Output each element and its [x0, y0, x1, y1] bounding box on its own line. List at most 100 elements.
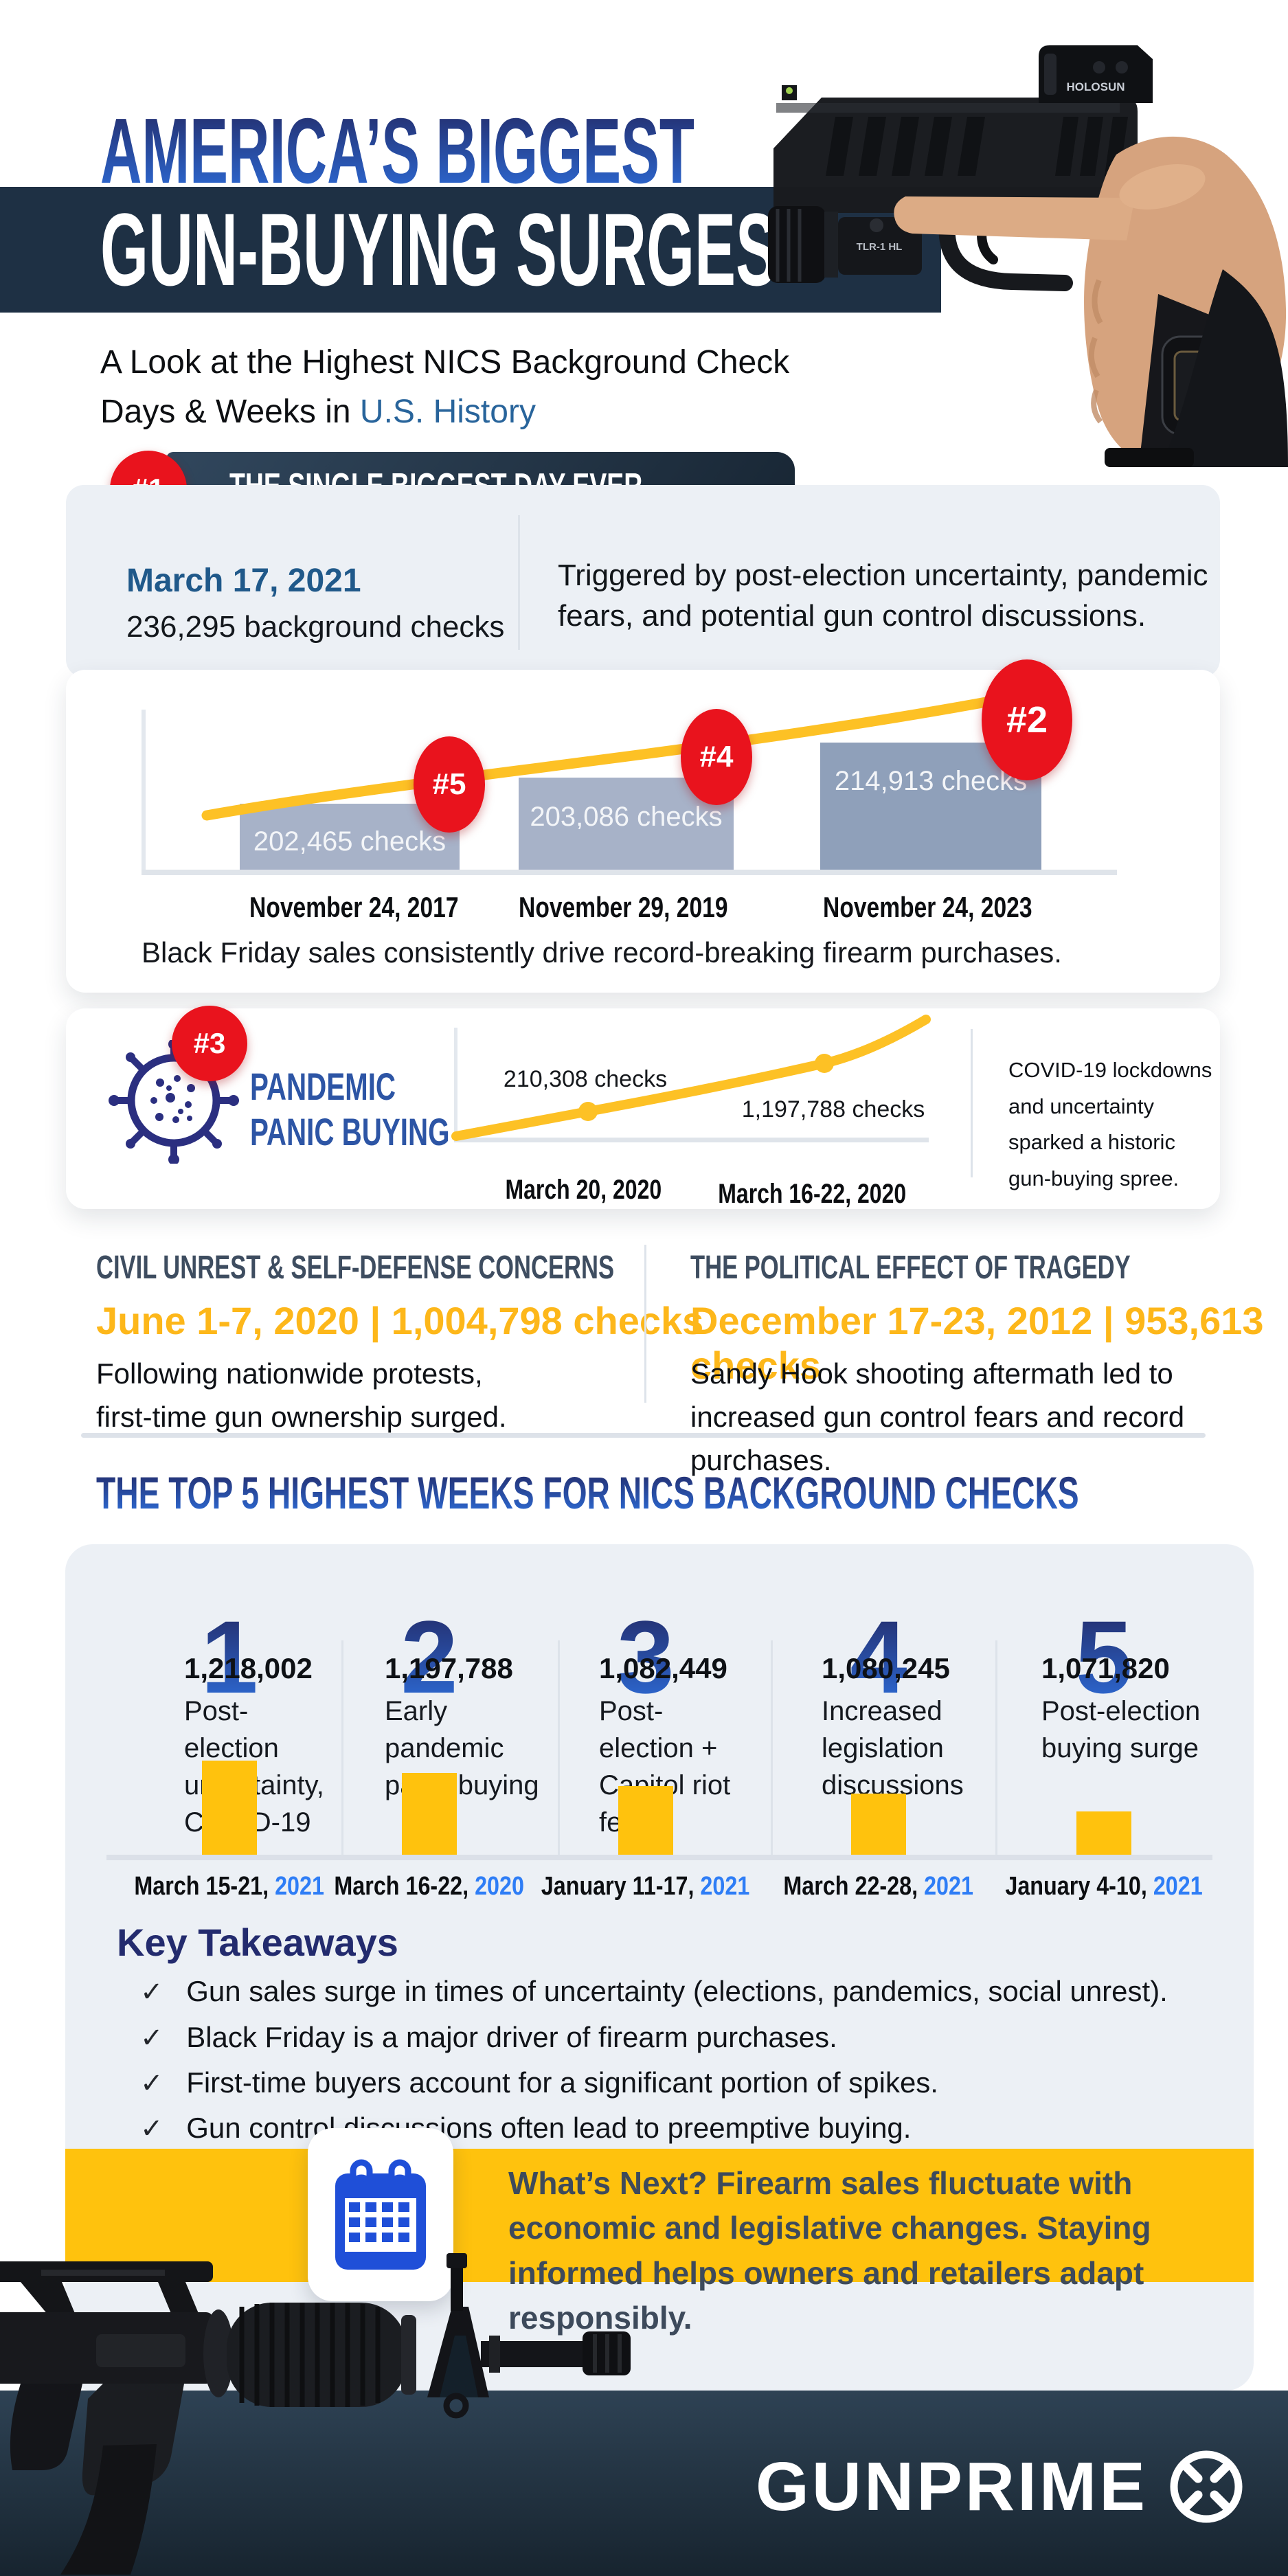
top5-col-divider-4 [995, 1640, 997, 1859]
civil-unrest-description: Following nationwide protests, first-tim… [96, 1357, 507, 1433]
pandemic-divider [971, 1029, 973, 1177]
top5-date-1-year: 2021 [275, 1872, 325, 1901]
civil-unrest-heading-text: CIVIL UNREST & SELF-DEFENSE CONCERNS [96, 1250, 614, 1286]
check-icon: ✓ [140, 1977, 163, 2007]
bf-date-2017: November 24, 2017 [249, 891, 459, 924]
check-icon: ✓ [140, 2023, 163, 2053]
pandemic-point1-label: 210,308 checks [503, 1066, 668, 1092]
black-friday-card: 202,465 checks 203,086 checks 214,913 ch… [66, 659, 1220, 993]
subtitle-line1: A Look at the Highest NICS Background Ch… [100, 344, 790, 381]
top5-date-4-year: 2021 [924, 1872, 974, 1901]
calendar-icon [335, 2159, 426, 2270]
top5-bar-3 [618, 1786, 673, 1855]
tragedy-description: Sandy Hook shooting aftermath led to inc… [690, 1357, 1185, 1476]
whats-next-banner [65, 2149, 1254, 2282]
top5-value-4: 1,080,245 [822, 1652, 950, 1684]
top5-date-4: March 22-28, 2021 [776, 1872, 982, 1901]
top5-heading-text: THE TOP 5 HIGHEST WEEKS FOR NICS BACKGRO… [96, 1467, 1079, 1518]
rank-badge-3: #3 [172, 1006, 247, 1081]
takeaway-item-1: ✓ Gun sales surge in times of uncertaint… [140, 1975, 1168, 2008]
civil-unrest-heading: CIVIL UNREST & SELF-DEFENSE CONCERNS [96, 1252, 815, 1285]
subtitle-line2-prefix: Days & Weeks in [100, 394, 360, 430]
takeaway-item-3-text: First-time buyers account for a signific… [186, 2066, 938, 2099]
biggest-day-date: March 17, 2021 [126, 563, 361, 599]
bf-badge-5-label: #5 [432, 767, 466, 801]
tragedy-heading-text: THE POLITICAL EFFECT OF TRAGEDY [690, 1250, 1131, 1286]
top5-value-1: 1,218,002 [184, 1652, 313, 1684]
pistol-hand-photo: HOLOSUN TLR-1 HL [768, 45, 1288, 467]
pandemic-baseline [454, 1138, 929, 1142]
check-icon: ✓ [140, 2114, 163, 2144]
bf-caption: Black Friday sales consistently drive re… [142, 936, 1062, 969]
bf-badge-4: #4 [681, 709, 752, 805]
pandemic-description: COVID-19 lockdowns and uncertainty spark… [1008, 1058, 1212, 1191]
pandemic-point1-date-text: March 20, 2020 [505, 1175, 662, 1205]
pandemic-curve [451, 1015, 931, 1141]
whats-next-text: What’s Next? Firearm sales fluctuate wit… [508, 2165, 1151, 2336]
takeaway-item-3: ✓ First-time buyers account for a signif… [140, 2066, 938, 2099]
check-icon: ✓ [140, 2068, 163, 2099]
top5-value-5: 1,071,820 [1041, 1652, 1170, 1684]
top5-col-divider-1 [341, 1640, 343, 1859]
top5-baseline [106, 1855, 1212, 1860]
biggest-day-card: March 17, 2021 236,295 background checks… [66, 485, 1220, 677]
top5-date-1-text: March 15-21, [134, 1872, 269, 1901]
top5-bar-4 [851, 1794, 906, 1855]
events-divider [644, 1245, 646, 1403]
main-title-line1-text: AMERICA’S BIGGEST [100, 99, 694, 203]
top5-rank-1: 1 [126, 1605, 332, 1708]
top5-heading: THE TOP 5 HIGHEST WEEKS FOR NICS BACKGRO… [96, 1470, 1288, 1515]
pandemic-point1-date: March 20, 2020 [480, 1175, 686, 1206]
top5-value-3: 1,082,449 [599, 1652, 727, 1684]
takeaway-item-1-text: Gun sales surge in times of uncertainty … [186, 1975, 1168, 2007]
footer-logo: GUNPRIME [756, 2445, 1247, 2528]
top5-date-4-text: March 22-28, [783, 1872, 918, 1901]
top5-date-3-text: January 11-17, [541, 1872, 694, 1901]
top5-date-5-text: January 4-10, [1005, 1872, 1147, 1901]
bf-date-2023-text: November 24, 2023 [822, 891, 1032, 923]
calendar-card [308, 2128, 453, 2301]
main-title-line2: GUN-BUYING SURGES [100, 198, 1228, 301]
footer-band [0, 2391, 1288, 2576]
takeaway-item-4: ✓ Gun control discussions often lead to … [140, 2112, 911, 2145]
tragedy-heading: THE POLITICAL EFFECT OF TRAGEDY [690, 1252, 1288, 1285]
main-title-line2-text: GUN-BUYING SURGES [100, 192, 778, 307]
top5-date-1: March 15-21, 2021 [126, 1872, 332, 1901]
top5-rank-5: 5 [1001, 1605, 1207, 1708]
svg-text:TLR-1 HL: TLR-1 HL [857, 241, 903, 253]
bf-badge-5: #5 [414, 736, 485, 833]
pandemic-card: #3 PANDEMIC PANIC BUYING 210,308 checks … [66, 1006, 1220, 1209]
pandemic-y-axis [454, 1028, 457, 1139]
bf-badge-2-label: #2 [1006, 699, 1048, 741]
biggest-day-stat: 236,295 background checks [126, 610, 505, 644]
bf-date-2017-text: November 24, 2017 [249, 891, 459, 923]
bf-date-2023: November 24, 2023 [822, 891, 1032, 924]
biggest-day-divider [518, 515, 520, 650]
tragedy-stat: December 17-23, 2012 | 953,613 checks [690, 1299, 1264, 1387]
rank-badge-3-label: #3 [193, 1027, 226, 1059]
footer-brand-icon [1170, 2450, 1243, 2523]
top5-date-2: March 16-22, 2020 [326, 1872, 532, 1901]
takeaways-heading: Key Takeaways [117, 1921, 398, 1964]
pandemic-point2-label: 1,197,788 checks [741, 1096, 925, 1122]
top5-date-5: January 4-10, 2021 [1001, 1872, 1207, 1901]
bf-bar-2019-label: 203,086 checks [530, 802, 723, 832]
top5-date-5-year: 2021 [1153, 1872, 1203, 1901]
bf-y-axis [142, 710, 146, 872]
bf-date-2019-text: November 29, 2019 [518, 891, 728, 923]
pandemic-title-line2: PANIC BUYING [250, 1113, 527, 1151]
bf-badge-2: #2 [982, 659, 1072, 780]
pandemic-point2-date-text: March 16-22, 2020 [718, 1179, 906, 1209]
main-title-line1: AMERICA’S BIGGEST [100, 104, 1059, 197]
rifle-photo [0, 2253, 631, 2575]
top5-value-2: 1,197,788 [385, 1652, 513, 1684]
top5-date-2-text: March 16-22, [334, 1872, 469, 1901]
top5-desc-4: Increased legislation discussions [822, 1696, 964, 1800]
top5-bar-2 [402, 1773, 457, 1855]
subtitle-line2-highlight: U.S. History [359, 394, 536, 430]
pandemic-title-line1: PANDEMIC [250, 1067, 453, 1106]
bf-trend-curve [201, 685, 1054, 821]
top5-bar-1 [202, 1761, 257, 1855]
pandemic-title-line1-text: PANDEMIC [250, 1065, 396, 1108]
